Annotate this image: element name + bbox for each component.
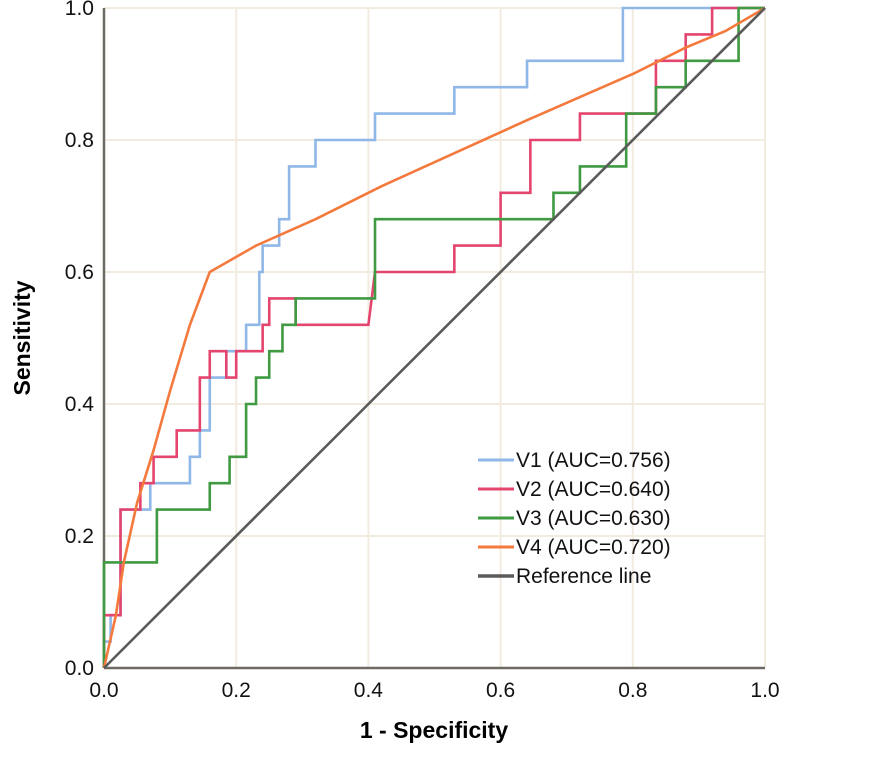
y-tick-label: 0.8 <box>65 129 94 152</box>
x-tick-label: 0.4 <box>354 679 384 702</box>
y-tick-label: 0.2 <box>65 525 94 548</box>
legend-item: V3 (AUC=0.630) <box>478 507 671 530</box>
x-tick-label: 0.0 <box>89 679 118 702</box>
legend-item: V4 (AUC=0.720) <box>478 536 671 559</box>
series-curve-v1 <box>102 6 765 668</box>
x-axis-title: 1 - Specificity <box>360 717 508 743</box>
y-tick-label: 0.6 <box>65 261 94 284</box>
series-curve-v3 <box>102 6 765 668</box>
y-tick-label: 0.4 <box>65 393 95 416</box>
series-curve-v4 <box>102 6 766 669</box>
legend-item: V2 (AUC=0.640) <box>478 478 671 501</box>
series-curve-v2 <box>102 6 765 668</box>
legend-label-v3: V3 (AUC=0.630) <box>516 507 671 530</box>
x-tick-label: 0.8 <box>618 679 647 702</box>
legend-item: Reference line <box>478 565 651 588</box>
legend-label-reference-line: Reference line <box>516 565 651 588</box>
legend-label-v4: V4 (AUC=0.720) <box>516 536 671 559</box>
x-axis-tick-labels: 0.0 0.2 0.4 0.6 0.8 1.0 <box>89 679 779 702</box>
x-tick-label: 0.2 <box>222 679 251 702</box>
x-tick-label: 0.6 <box>486 679 515 702</box>
series-curve-reference-line <box>103 7 766 669</box>
legend-item: V1 (AUC=0.756) <box>478 449 671 472</box>
legend: V1 (AUC=0.756) V2 (AUC=0.640) V3 (AUC=0.63… <box>478 449 671 588</box>
y-tick-label: 1.0 <box>65 0 94 20</box>
plot-frame <box>102 8 765 670</box>
y-tick-label: 0.0 <box>65 657 94 680</box>
series-layer <box>102 6 766 669</box>
legend-label-v1: V1 (AUC=0.756) <box>516 449 671 472</box>
legend-label-v2: V2 (AUC=0.640) <box>516 478 671 501</box>
y-axis-title: Sensitivity <box>9 280 35 395</box>
x-tick-label: 1.0 <box>750 679 779 702</box>
y-axis-tick-labels: 0.0 0.2 0.4 0.6 0.8 1.0 <box>65 0 95 680</box>
